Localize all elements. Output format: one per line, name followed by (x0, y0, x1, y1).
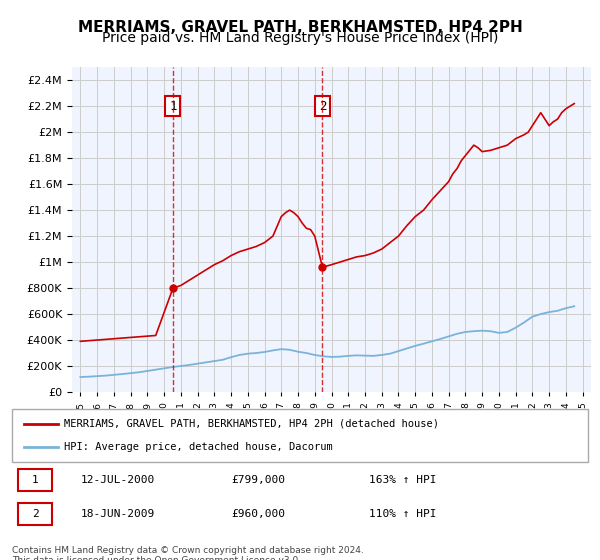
Text: £799,000: £799,000 (231, 475, 285, 485)
Text: 2: 2 (32, 509, 38, 519)
Text: MERRIAMS, GRAVEL PATH, BERKHAMSTED, HP4 2PH: MERRIAMS, GRAVEL PATH, BERKHAMSTED, HP4 … (77, 20, 523, 35)
Text: Price paid vs. HM Land Registry's House Price Index (HPI): Price paid vs. HM Land Registry's House … (102, 31, 498, 45)
FancyBboxPatch shape (18, 469, 52, 492)
Text: Contains HM Land Registry data © Crown copyright and database right 2024.
This d: Contains HM Land Registry data © Crown c… (12, 546, 364, 560)
FancyBboxPatch shape (12, 409, 588, 462)
Text: 12-JUL-2000: 12-JUL-2000 (81, 475, 155, 485)
Text: MERRIAMS, GRAVEL PATH, BERKHAMSTED, HP4 2PH (detached house): MERRIAMS, GRAVEL PATH, BERKHAMSTED, HP4 … (64, 419, 439, 429)
Text: 1: 1 (32, 475, 38, 485)
Text: £960,000: £960,000 (231, 509, 285, 519)
Text: 110% ↑ HPI: 110% ↑ HPI (369, 509, 437, 519)
Text: HPI: Average price, detached house, Dacorum: HPI: Average price, detached house, Daco… (64, 442, 332, 452)
FancyBboxPatch shape (18, 503, 52, 525)
Text: 2: 2 (319, 100, 326, 113)
Text: 1: 1 (169, 100, 177, 113)
Text: 163% ↑ HPI: 163% ↑ HPI (369, 475, 437, 485)
Text: 18-JUN-2009: 18-JUN-2009 (81, 509, 155, 519)
